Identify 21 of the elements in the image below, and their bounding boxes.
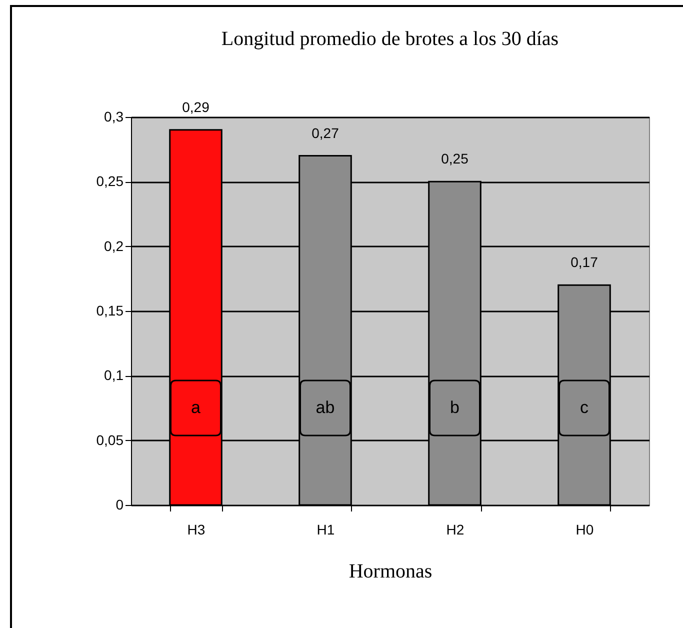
data-label: 0,25 xyxy=(441,150,469,167)
y-tick-label: 0,1 xyxy=(104,367,124,384)
x-axis-title: Hormonas xyxy=(348,560,432,582)
x-tick-label: H0 xyxy=(576,522,594,538)
y-tick-label: 0,15 xyxy=(96,302,124,318)
annotation: c xyxy=(580,398,589,417)
data-label: 0,17 xyxy=(570,254,598,270)
y-tick-label: 0 xyxy=(116,496,124,512)
x-tick-label: H3 xyxy=(187,522,206,538)
y-tick-label: 0,25 xyxy=(96,173,124,190)
data-label: 0,27 xyxy=(312,124,340,141)
annotation: a xyxy=(191,398,202,417)
y-tick-label: 0,05 xyxy=(96,432,124,448)
data-label: 0,29 xyxy=(182,98,210,115)
y-tick-label: 0,2 xyxy=(104,238,124,254)
annotation: b xyxy=(450,398,460,417)
annotation: ab xyxy=(316,398,335,417)
x-tick-label: H1 xyxy=(316,522,335,538)
chart-title: Longitud promedio de brotes a los 30 días xyxy=(221,28,559,50)
x-tick-label: H2 xyxy=(446,522,464,538)
y-tick-label: 0,3 xyxy=(104,108,124,124)
